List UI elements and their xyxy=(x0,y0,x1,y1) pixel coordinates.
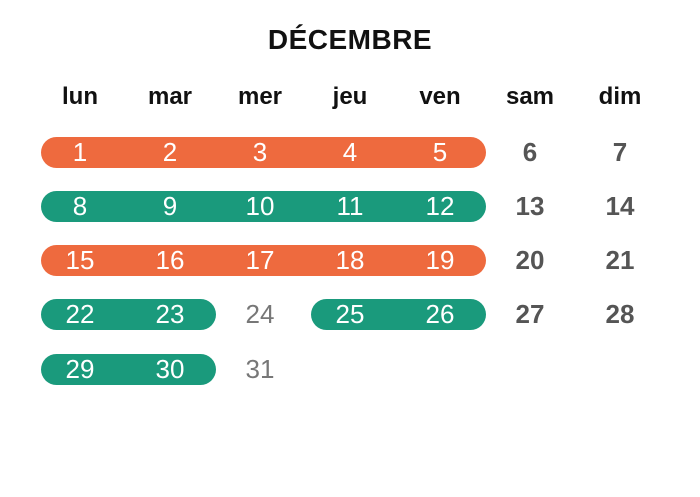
day-cell: 1 xyxy=(72,136,88,167)
day-cell: 13 xyxy=(515,190,545,221)
highlight-band-orange xyxy=(41,244,486,276)
day-cell: 26 xyxy=(425,298,455,329)
day-cell: 6 xyxy=(522,136,538,167)
weekday-mar: mar xyxy=(147,83,193,110)
highlight-band-green xyxy=(41,298,216,330)
day-cell: 18 xyxy=(335,244,365,275)
weekday-sam: sam xyxy=(505,83,555,110)
day-cell: 3 xyxy=(252,136,268,167)
day-cell: 4 xyxy=(342,136,358,167)
day-cell: 25 xyxy=(335,298,365,329)
day-cell: 9 xyxy=(162,190,178,221)
day-cell: 21 xyxy=(605,244,635,275)
day-cell: 28 xyxy=(605,298,635,329)
day-cell: 15 xyxy=(65,244,95,275)
day-cell: 19 xyxy=(425,244,455,275)
day-cell: 27 xyxy=(515,298,545,329)
day-cell: 16 xyxy=(155,244,185,275)
weekday-mer: mer xyxy=(237,83,283,110)
day-cell: 8 xyxy=(72,190,88,221)
day-cell: 22 xyxy=(65,298,95,329)
day-cell: 11 xyxy=(336,190,364,221)
day-cell: 17 xyxy=(245,244,275,275)
day-cell: 7 xyxy=(612,136,628,167)
day-cell: 14 xyxy=(605,190,635,221)
day-cell: 2 xyxy=(162,136,178,167)
day-cell: 31 xyxy=(245,353,275,384)
day-cell: 30 xyxy=(155,353,185,384)
highlight-band-green xyxy=(41,353,216,385)
highlight-band-green xyxy=(41,190,486,222)
day-cell: 10 xyxy=(245,190,275,221)
day-cell: 29 xyxy=(65,353,95,384)
weekday-dim: dim xyxy=(598,83,642,110)
day-cell: 24 xyxy=(245,298,275,329)
weekday-ven: ven xyxy=(419,83,461,110)
day-cell: 12 xyxy=(425,190,455,221)
weekday-lun: lun xyxy=(62,83,98,110)
highlight-band-orange xyxy=(41,136,486,168)
month-title: DÉCEMBRE xyxy=(267,24,433,55)
day-cell: 20 xyxy=(515,244,545,275)
highlight-band-green xyxy=(311,298,486,330)
weekday-jeu: jeu xyxy=(332,83,368,110)
day-cell: 23 xyxy=(155,298,185,329)
day-cell: 5 xyxy=(432,136,448,167)
